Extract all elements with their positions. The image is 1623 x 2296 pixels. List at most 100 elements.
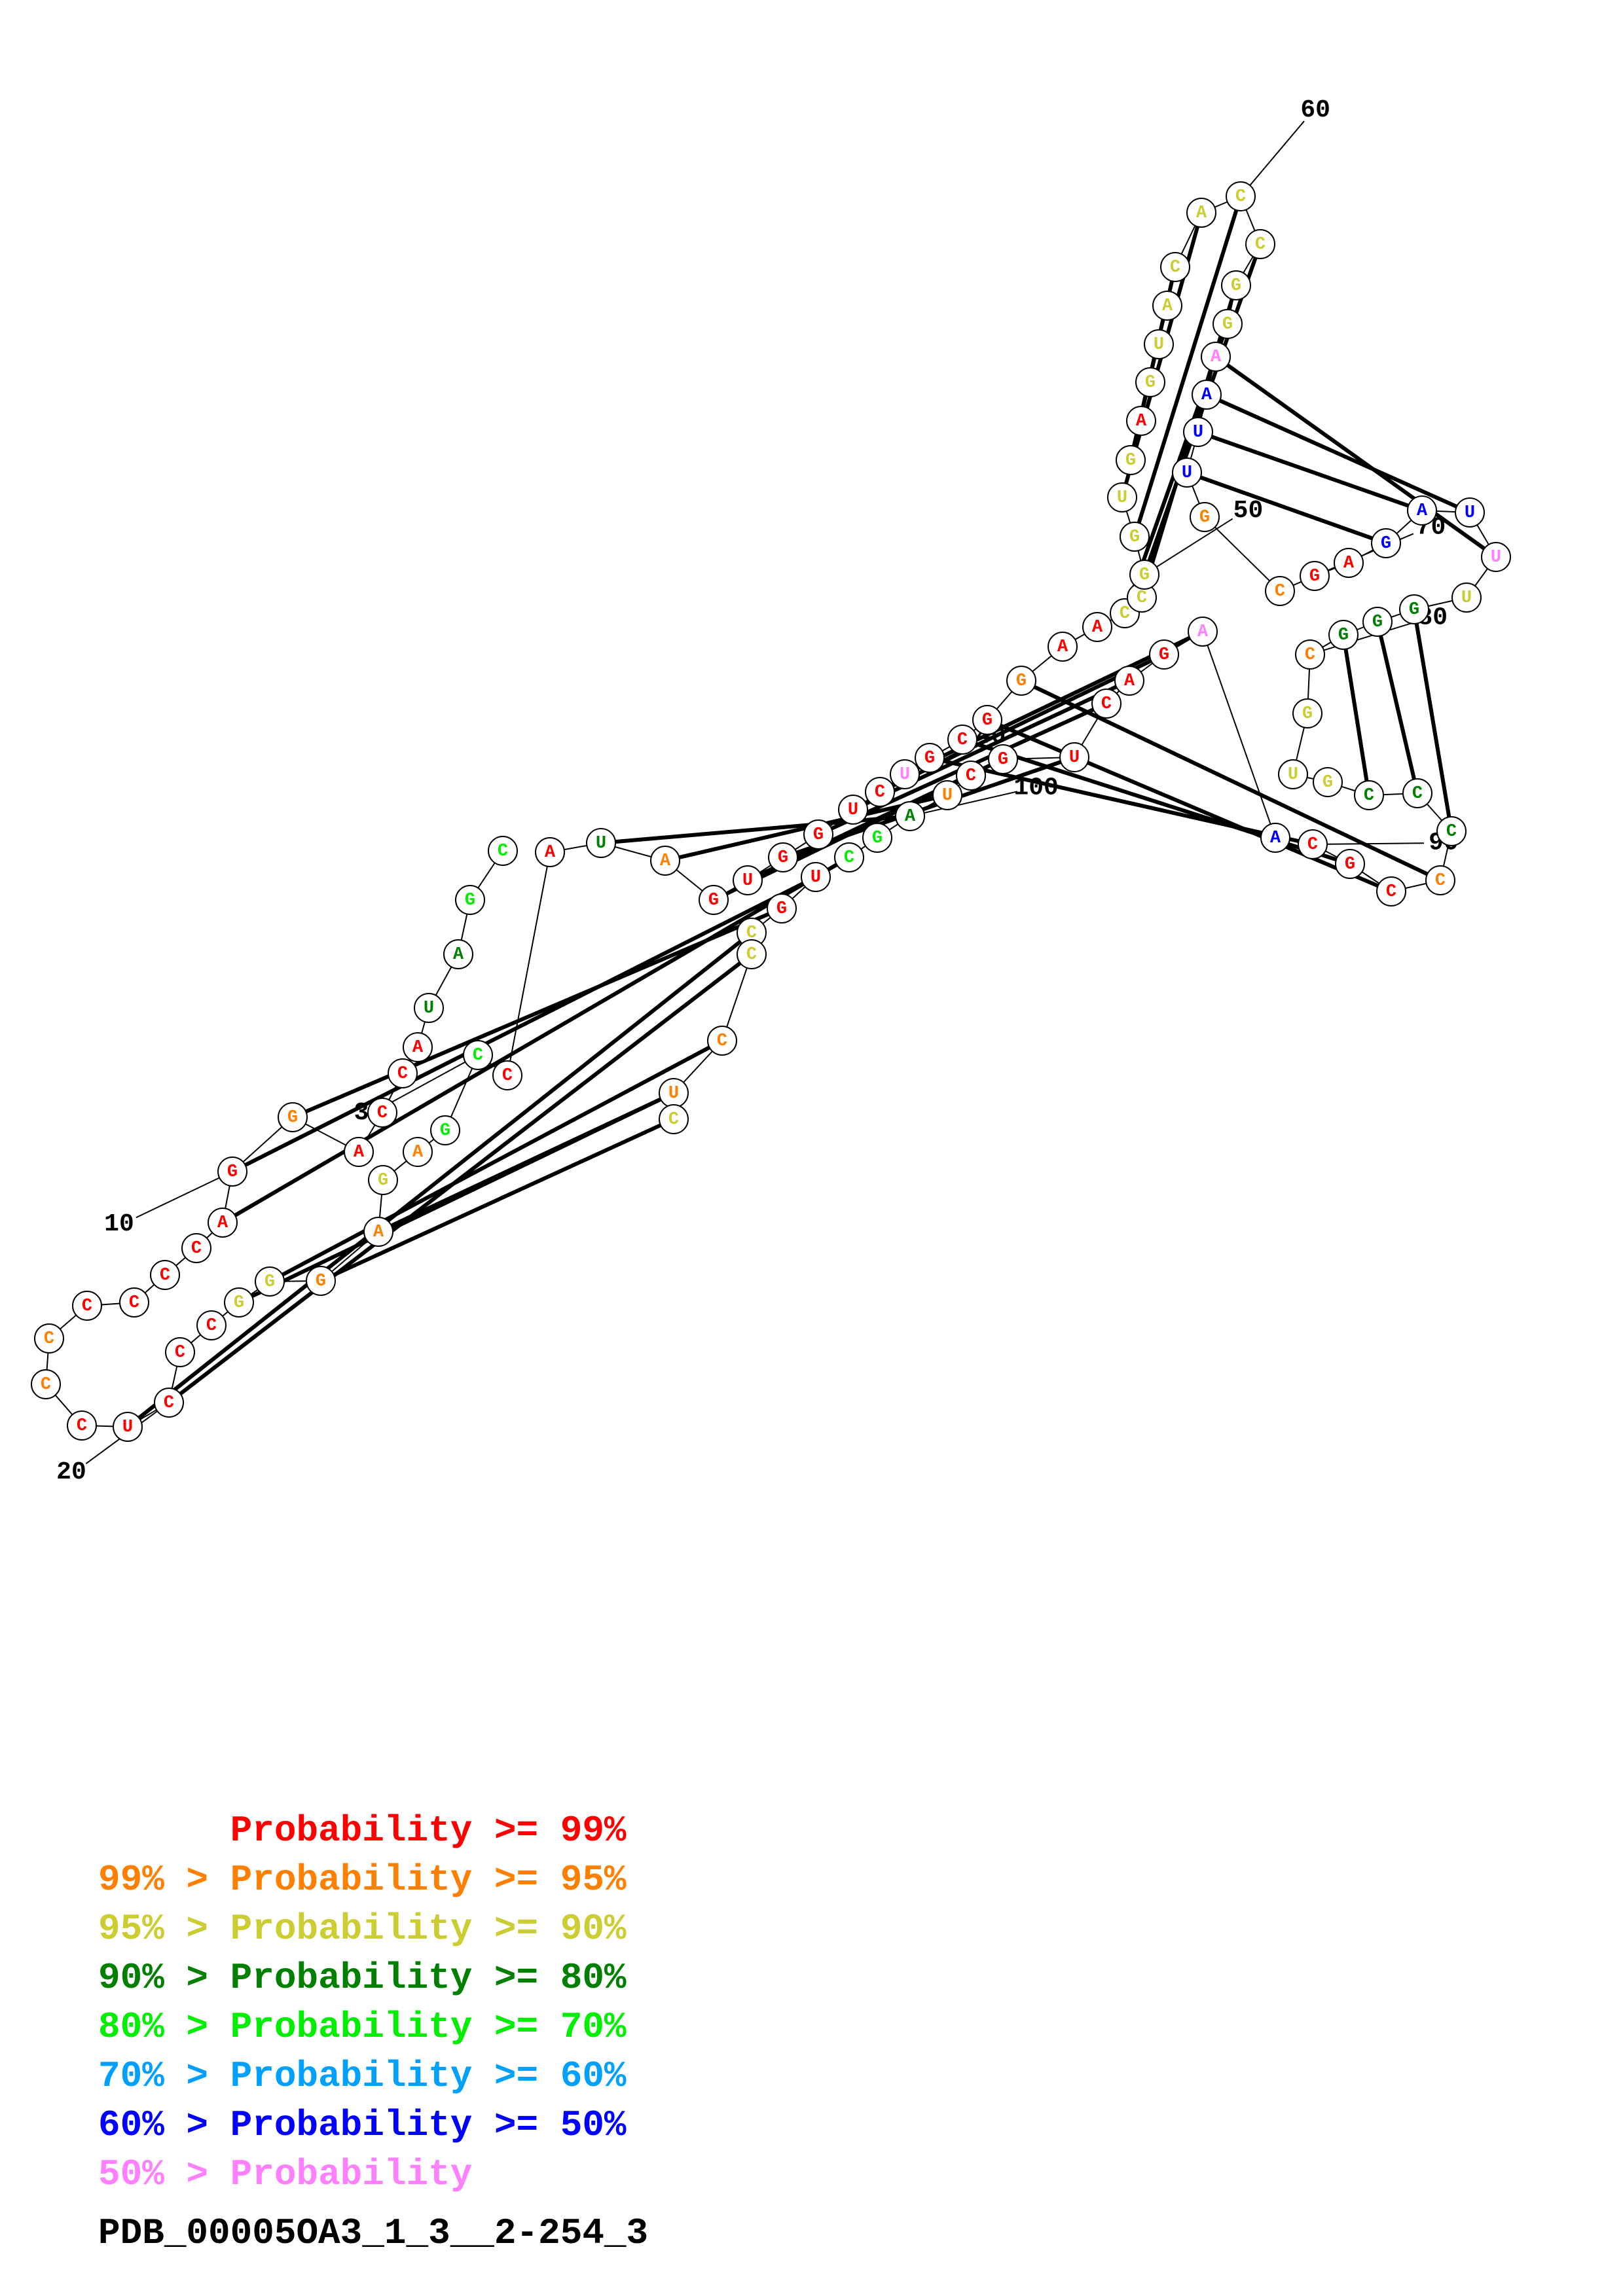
- nucleotide-letter: C: [1120, 604, 1130, 624]
- nucleotide-letter: A: [1124, 672, 1135, 691]
- nucleotide: C: [151, 1261, 179, 1289]
- nucleotide-letter: G: [1129, 528, 1140, 547]
- nucleotide: C: [166, 1338, 194, 1367]
- nucleotide-letter: C: [164, 1393, 174, 1413]
- legend-text: Probability >= 95%: [230, 1859, 627, 1901]
- index-label: 60: [1300, 96, 1330, 124]
- nucleotide-letter: G: [982, 711, 993, 730]
- nucleotide-letter: G: [440, 1121, 450, 1141]
- nucleotide: G: [278, 1103, 307, 1132]
- nucleotide: U: [587, 829, 615, 857]
- legend-text: Probability >= 90%: [230, 1908, 627, 1950]
- nucleotide-letter: C: [1305, 645, 1315, 665]
- nucleotide-letter: C: [1435, 871, 1446, 891]
- nucleotide-letter: C: [1170, 258, 1180, 278]
- nucleotide-letter: A: [1092, 618, 1103, 637]
- nucleotide-letter: G: [813, 825, 824, 845]
- base-pair-line: [1198, 432, 1422, 511]
- nucleotide: C: [659, 1105, 688, 1134]
- nucleotide: C: [1246, 230, 1275, 259]
- nucleotide: G: [1313, 768, 1342, 797]
- nucleotide: C: [1226, 182, 1255, 211]
- nucleotide-letter: C: [160, 1266, 170, 1285]
- legend-text: Probability >= 70%: [230, 2006, 627, 2048]
- nucleotide-letter: G: [1145, 373, 1156, 393]
- nucleotide: U: [733, 866, 762, 895]
- nucleotide-letter: G: [316, 1272, 326, 1291]
- nucleotide: G: [767, 894, 796, 923]
- legend-row: 90% > Probability >= 80%: [98, 1954, 627, 2003]
- nucleotide-letter: C: [473, 1046, 483, 1066]
- nucleotide: A: [1048, 632, 1077, 661]
- base-pair-line: [1187, 473, 1386, 543]
- nucleotide-letter: U: [668, 1084, 679, 1103]
- nucleotide-letter: G: [924, 749, 935, 768]
- nucleotide: G: [1120, 522, 1149, 551]
- nucleotide: A: [1201, 342, 1230, 371]
- nucleotide-letter: A: [1270, 829, 1281, 848]
- legend-prefix: 60% >: [98, 2104, 230, 2146]
- nucleotide-letter: A: [905, 807, 916, 827]
- nucleotide-letter: A: [453, 945, 464, 965]
- nucleotide: U: [1452, 583, 1481, 612]
- nucleotide: A: [344, 1138, 373, 1166]
- legend-prefix: 90% >: [98, 1957, 230, 1999]
- nucleotide-letter: G: [1231, 276, 1241, 296]
- nucleotide-letter: C: [966, 766, 976, 786]
- nucleotide: U: [1455, 498, 1484, 527]
- nucleotide: G: [769, 843, 797, 872]
- nucleotide-letter: U: [742, 871, 753, 891]
- nucleotide: A: [896, 802, 924, 831]
- index-label: 100: [1013, 774, 1058, 802]
- index-label: 10: [104, 1210, 134, 1238]
- nucleotide: G: [1190, 503, 1219, 531]
- nucleotide-letter: U: [1117, 488, 1127, 508]
- nucleotide-letter: U: [1288, 765, 1298, 785]
- legend-row: 95% > Probability >= 90%: [98, 1905, 627, 1954]
- legend-prefix: 50% >: [98, 2153, 230, 2195]
- nucleotide: A: [1115, 666, 1144, 695]
- nucleotide: G: [218, 1157, 247, 1186]
- nucleotide-letter: G: [1016, 672, 1027, 691]
- nucleotide-letter: G: [1372, 613, 1383, 632]
- nucleotide-letter: C: [44, 1329, 54, 1349]
- nucleotide: U: [414, 994, 443, 1022]
- nucleotide: C: [1355, 781, 1383, 810]
- nucleotide-letter: C: [1386, 882, 1396, 902]
- legend-prefix: 80% >: [98, 2006, 230, 2048]
- nucleotide: C: [1092, 689, 1121, 718]
- nucleotide-letter: C: [1307, 835, 1318, 855]
- nucleotide: C: [35, 1324, 64, 1353]
- nucleotide-letter: U: [1154, 335, 1164, 355]
- nucleotide: A: [403, 1033, 432, 1062]
- nucleotide: U: [1279, 760, 1307, 789]
- nucleotide: C: [155, 1388, 183, 1417]
- nucleotide-letter: U: [848, 800, 858, 820]
- legend-row: 80% > Probability >= 70%: [98, 2003, 627, 2052]
- nucleotide-letter: C: [1364, 786, 1374, 806]
- nucleotide-letter: G: [998, 750, 1008, 770]
- nucleotide-letter: C: [875, 783, 885, 802]
- legend-text: Probability >= 80%: [230, 1957, 627, 1999]
- nucleotide: A: [1261, 823, 1290, 852]
- nucleotide: G: [1300, 562, 1329, 590]
- nucleotide-letter: U: [942, 786, 953, 806]
- nucleotide-letter: C: [1255, 235, 1266, 255]
- nucleotide-letter: A: [1417, 501, 1428, 521]
- nucleotide-letter: G: [1338, 626, 1349, 645]
- legend-text: Probability: [230, 2153, 473, 2195]
- nucleotide: U: [1108, 483, 1137, 512]
- nucleotide: G: [804, 820, 833, 849]
- nucleotide-letter: G: [1199, 508, 1210, 528]
- nucleotide: C: [197, 1311, 226, 1340]
- nucleotide: G: [1007, 666, 1036, 695]
- nucleotide-letter: G: [1125, 451, 1136, 471]
- nucleotide: C: [388, 1059, 417, 1088]
- nucleotide-letter: C: [1235, 187, 1246, 207]
- base-pair-line: [321, 1119, 674, 1281]
- nucleotide: U: [933, 781, 962, 810]
- nucleotide: G: [1336, 850, 1364, 878]
- nucleotide: A: [403, 1138, 432, 1166]
- nucleotide: A: [651, 846, 680, 875]
